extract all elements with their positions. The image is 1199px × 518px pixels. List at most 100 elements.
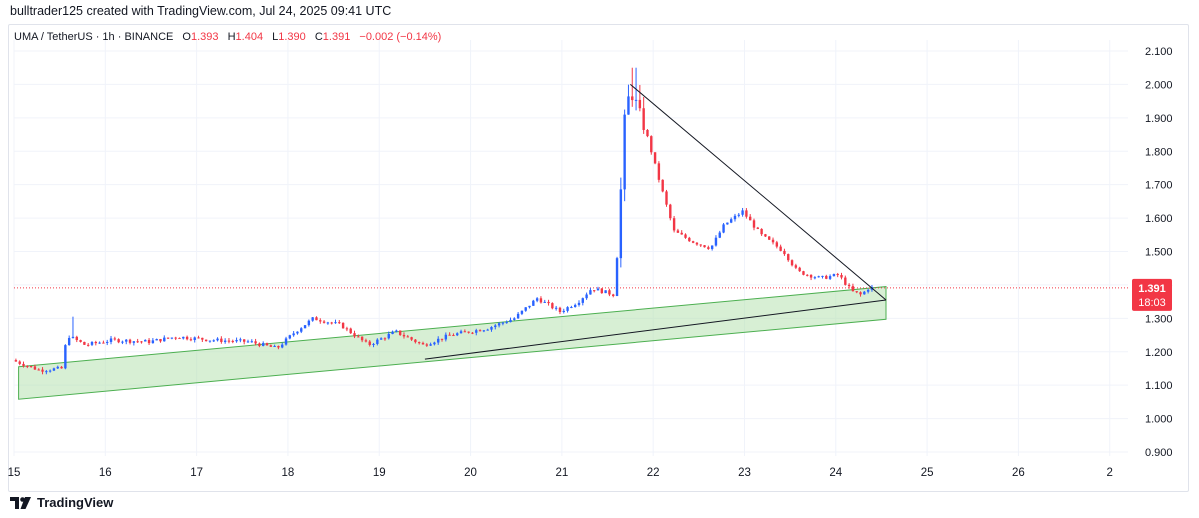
candle-body (684, 234, 687, 238)
candle-body (79, 340, 82, 342)
candle-body (216, 338, 219, 341)
candle-body (661, 179, 664, 192)
candle-body (497, 323, 501, 326)
candle-body (300, 328, 303, 332)
candle-body (311, 317, 314, 321)
candle-body (67, 337, 71, 346)
candle-body (448, 334, 451, 336)
close-label: C (314, 31, 323, 43)
candle-body (783, 250, 786, 255)
candle-body (227, 340, 231, 342)
candle-body (615, 258, 619, 297)
candle-body (817, 276, 820, 278)
y-tick-label: 2.100 (1145, 46, 1173, 58)
candle-body (459, 331, 463, 334)
candle-body (475, 330, 478, 333)
high-label: H (227, 31, 236, 43)
candle-body (273, 346, 276, 348)
candle-body (220, 338, 223, 342)
candle-body (45, 371, 48, 373)
candle-body (14, 360, 18, 362)
candle-body (764, 234, 767, 237)
candle-body (144, 339, 147, 342)
candle-body (178, 337, 181, 339)
candle-body (840, 274, 843, 278)
candle-body (836, 274, 839, 276)
candle-body (463, 331, 467, 333)
candle-body (863, 291, 866, 295)
candle-body (585, 294, 588, 299)
tradingview-logo-icon (10, 496, 31, 509)
x-tick-label: 22 (647, 467, 660, 479)
candle-body (281, 344, 284, 348)
candle-body (612, 294, 615, 297)
candle-body (771, 239, 775, 243)
candle-body (775, 242, 779, 247)
candle-body (166, 337, 170, 339)
candle-body (33, 366, 37, 370)
candle-body (174, 337, 177, 339)
candle-body (554, 307, 558, 309)
candle-body (714, 237, 718, 246)
symbol-label[interactable]: UMA / TetherUS · 1h · BINANCE (14, 31, 174, 43)
candle-body (242, 339, 246, 342)
candle-body (414, 339, 417, 343)
candle-body (269, 345, 273, 347)
candle-body (349, 328, 352, 334)
candle-body (109, 338, 113, 342)
candle-body (794, 265, 798, 268)
x-tick-label: 24 (829, 467, 842, 479)
candle-body (140, 341, 143, 343)
tradingview-footer[interactable]: TradingView (10, 495, 113, 510)
candle-body (562, 310, 565, 312)
y-tick-label: 1.800 (1145, 146, 1173, 158)
candle-body (364, 340, 368, 342)
candle-body (360, 336, 364, 341)
candle-body (376, 339, 379, 344)
candle-body (573, 304, 577, 308)
candle-body (748, 216, 752, 221)
chart-frame[interactable] (8, 24, 1189, 492)
candle-body (844, 277, 847, 285)
candle-body (631, 96, 634, 101)
candle-body (577, 302, 581, 305)
candle-body (425, 344, 429, 346)
candle-body (246, 341, 250, 343)
ohlc-legend: UMA / TetherUS · 1h · BINANCE O1.393 H1.… (14, 31, 441, 43)
candle-body (357, 336, 360, 338)
y-tick-label: 1.700 (1145, 180, 1173, 192)
y-tick-label: 1.300 (1145, 313, 1173, 325)
candle-body (265, 343, 269, 346)
candle-body (75, 336, 78, 341)
candle-body (627, 96, 630, 115)
candle-body (657, 163, 661, 180)
candle-body (528, 305, 531, 308)
open-value: 1.393 (190, 31, 219, 43)
candle-body (726, 222, 729, 225)
candle-body (513, 318, 516, 320)
candle-body (456, 333, 459, 336)
candle-body (292, 333, 295, 336)
candle-body (429, 344, 432, 346)
candle-body (482, 330, 486, 332)
attribution-text: bulltrader125 created with TradingView.c… (10, 4, 392, 18)
candle-body (239, 339, 242, 341)
candle-body (18, 361, 21, 364)
y-tick-label: 1.600 (1145, 213, 1173, 225)
candle-body (703, 245, 706, 248)
candle-body (733, 215, 737, 220)
candle-body (296, 331, 299, 334)
candle-body (589, 290, 592, 295)
candle-body (505, 322, 508, 324)
candle-body (806, 274, 809, 276)
candle-body (151, 340, 155, 344)
candle-body (197, 337, 200, 339)
low-label: L (272, 31, 279, 43)
candle-body (421, 342, 425, 345)
descending-trendline (630, 84, 887, 301)
price-tag-value: 1.391 (1138, 283, 1166, 295)
candle-body (718, 232, 721, 238)
candle-body (86, 344, 90, 346)
candle-body (802, 271, 805, 275)
